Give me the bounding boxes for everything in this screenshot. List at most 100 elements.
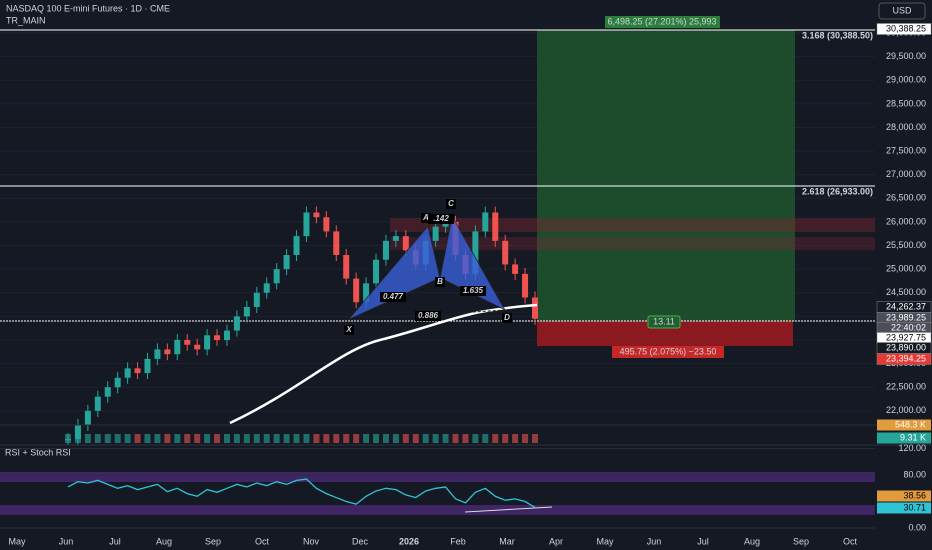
x-tick-label: Jun — [59, 536, 74, 546]
candle — [84, 410, 91, 425]
resistance-zone — [390, 218, 875, 232]
indicator-name: TR_MAIN — [6, 15, 46, 25]
candle — [472, 231, 479, 274]
ratio-label: 13.11 — [653, 316, 675, 326]
target-box — [605, 16, 720, 28]
x-tick-label: May — [8, 536, 26, 546]
pattern-ratio: 0.886 — [418, 311, 439, 320]
rsi-label-box — [877, 490, 931, 502]
price-label: 23,989.25 — [886, 312, 926, 322]
volume-bar-deco — [323, 434, 330, 443]
x-tick-label: Sep — [793, 536, 809, 546]
candle — [512, 264, 519, 274]
divergence-line — [464, 506, 553, 513]
y-tick-label: 27,000.00 — [886, 169, 926, 179]
volume-bar-deco — [373, 434, 380, 443]
volume-bar-deco — [532, 434, 538, 443]
y-tick-label: 22,000.00 — [886, 405, 926, 415]
volume-bar-deco — [243, 434, 250, 443]
volume-bar-deco — [253, 434, 260, 443]
volume-bar-deco — [472, 434, 479, 443]
pattern-ratio: 1.635 — [463, 286, 484, 295]
volume-label: 548.3 K — [895, 419, 926, 429]
volume-bar-deco — [134, 434, 141, 443]
candle — [174, 340, 181, 355]
x-tick-label: Jul — [697, 536, 709, 546]
price-label: 22:40:02 — [891, 322, 926, 332]
volume-label: 9.31 K — [900, 432, 926, 442]
rsi-value-label: 30.71 — [903, 502, 926, 512]
pattern-point: X — [345, 325, 352, 334]
candle — [442, 221, 449, 227]
ratio-box — [428, 214, 454, 224]
stop-label: 495.75 (2.075%) −23.50 — [620, 346, 717, 356]
ratio-box — [460, 286, 486, 296]
volume-bar-deco — [412, 434, 419, 443]
volume-bar-deco — [114, 434, 121, 443]
pattern-point-box — [344, 325, 354, 335]
rsi-tick-label: 80.00 — [903, 469, 926, 479]
candle — [104, 387, 111, 397]
pattern-point: A — [422, 213, 429, 222]
x-tick-label: 2026 — [399, 536, 419, 546]
volume-label-box — [877, 432, 931, 444]
ratio-box — [415, 311, 441, 321]
candle — [233, 316, 240, 331]
candle — [492, 212, 499, 241]
volume-bar-deco — [452, 434, 459, 443]
y-tick-label: 29,500.00 — [886, 51, 926, 61]
volume-bar-deco — [263, 434, 270, 443]
pattern-point-box — [502, 313, 512, 323]
volume-bar-deco — [233, 434, 240, 443]
candle — [134, 368, 141, 374]
candle — [184, 340, 191, 345]
volume-bar-deco — [512, 434, 519, 443]
candle — [154, 349, 161, 359]
volume-bar-deco — [184, 434, 191, 443]
y-tick-label: 28,500.00 — [886, 98, 926, 108]
stop-box — [612, 346, 724, 358]
currency-label: USD — [892, 5, 912, 15]
volume-bar-deco — [124, 434, 131, 443]
volume-bar-deco — [392, 434, 399, 443]
pattern-point-box — [446, 199, 456, 209]
candle — [323, 217, 330, 232]
currency-button[interactable] — [878, 2, 926, 20]
symbol-title: NASDAQ 100 E-mini Futures · 1D · CME — [6, 3, 170, 13]
candle — [94, 396, 101, 411]
pattern-point-box — [435, 277, 445, 287]
candle — [273, 269, 280, 284]
ratio-box — [647, 315, 681, 329]
profit-zone — [537, 30, 795, 321]
candle — [522, 273, 529, 298]
x-tick-label: May — [596, 536, 614, 546]
x-tick-label: Oct — [843, 536, 858, 546]
volume-bar-deco — [482, 434, 489, 443]
pattern-ratio: 0.477 — [383, 292, 404, 301]
candle — [392, 236, 399, 241]
price-label: 24,262.37 — [886, 301, 926, 311]
volume-bar-deco — [402, 434, 409, 443]
x-tick-label: Sep — [205, 536, 221, 546]
x-tick-label: Jun — [647, 536, 662, 546]
volume-bar-deco — [303, 434, 310, 443]
candle — [243, 306, 250, 317]
volume-bar-deco — [214, 434, 221, 443]
pattern-point: D — [504, 313, 510, 322]
candle — [532, 297, 538, 319]
rsi-title: RSI + Stoch RSI — [5, 447, 71, 457]
x-tick-label: Oct — [255, 536, 270, 546]
volume-bar-deco — [462, 434, 469, 443]
price-label: 23,890.00 — [886, 342, 926, 352]
candle — [482, 212, 489, 232]
y-tick-label: 25,000.00 — [886, 264, 926, 274]
volume-bar-deco — [84, 434, 91, 443]
candle — [144, 358, 151, 374]
price-label-box — [876, 23, 932, 35]
price-label: 30,388.25 — [886, 23, 926, 33]
x-tick-label: Apr — [549, 536, 563, 546]
rsi-band — [0, 472, 875, 482]
candle — [373, 259, 380, 284]
volume-bar-deco — [283, 434, 290, 443]
volume-bar-deco — [422, 434, 429, 443]
